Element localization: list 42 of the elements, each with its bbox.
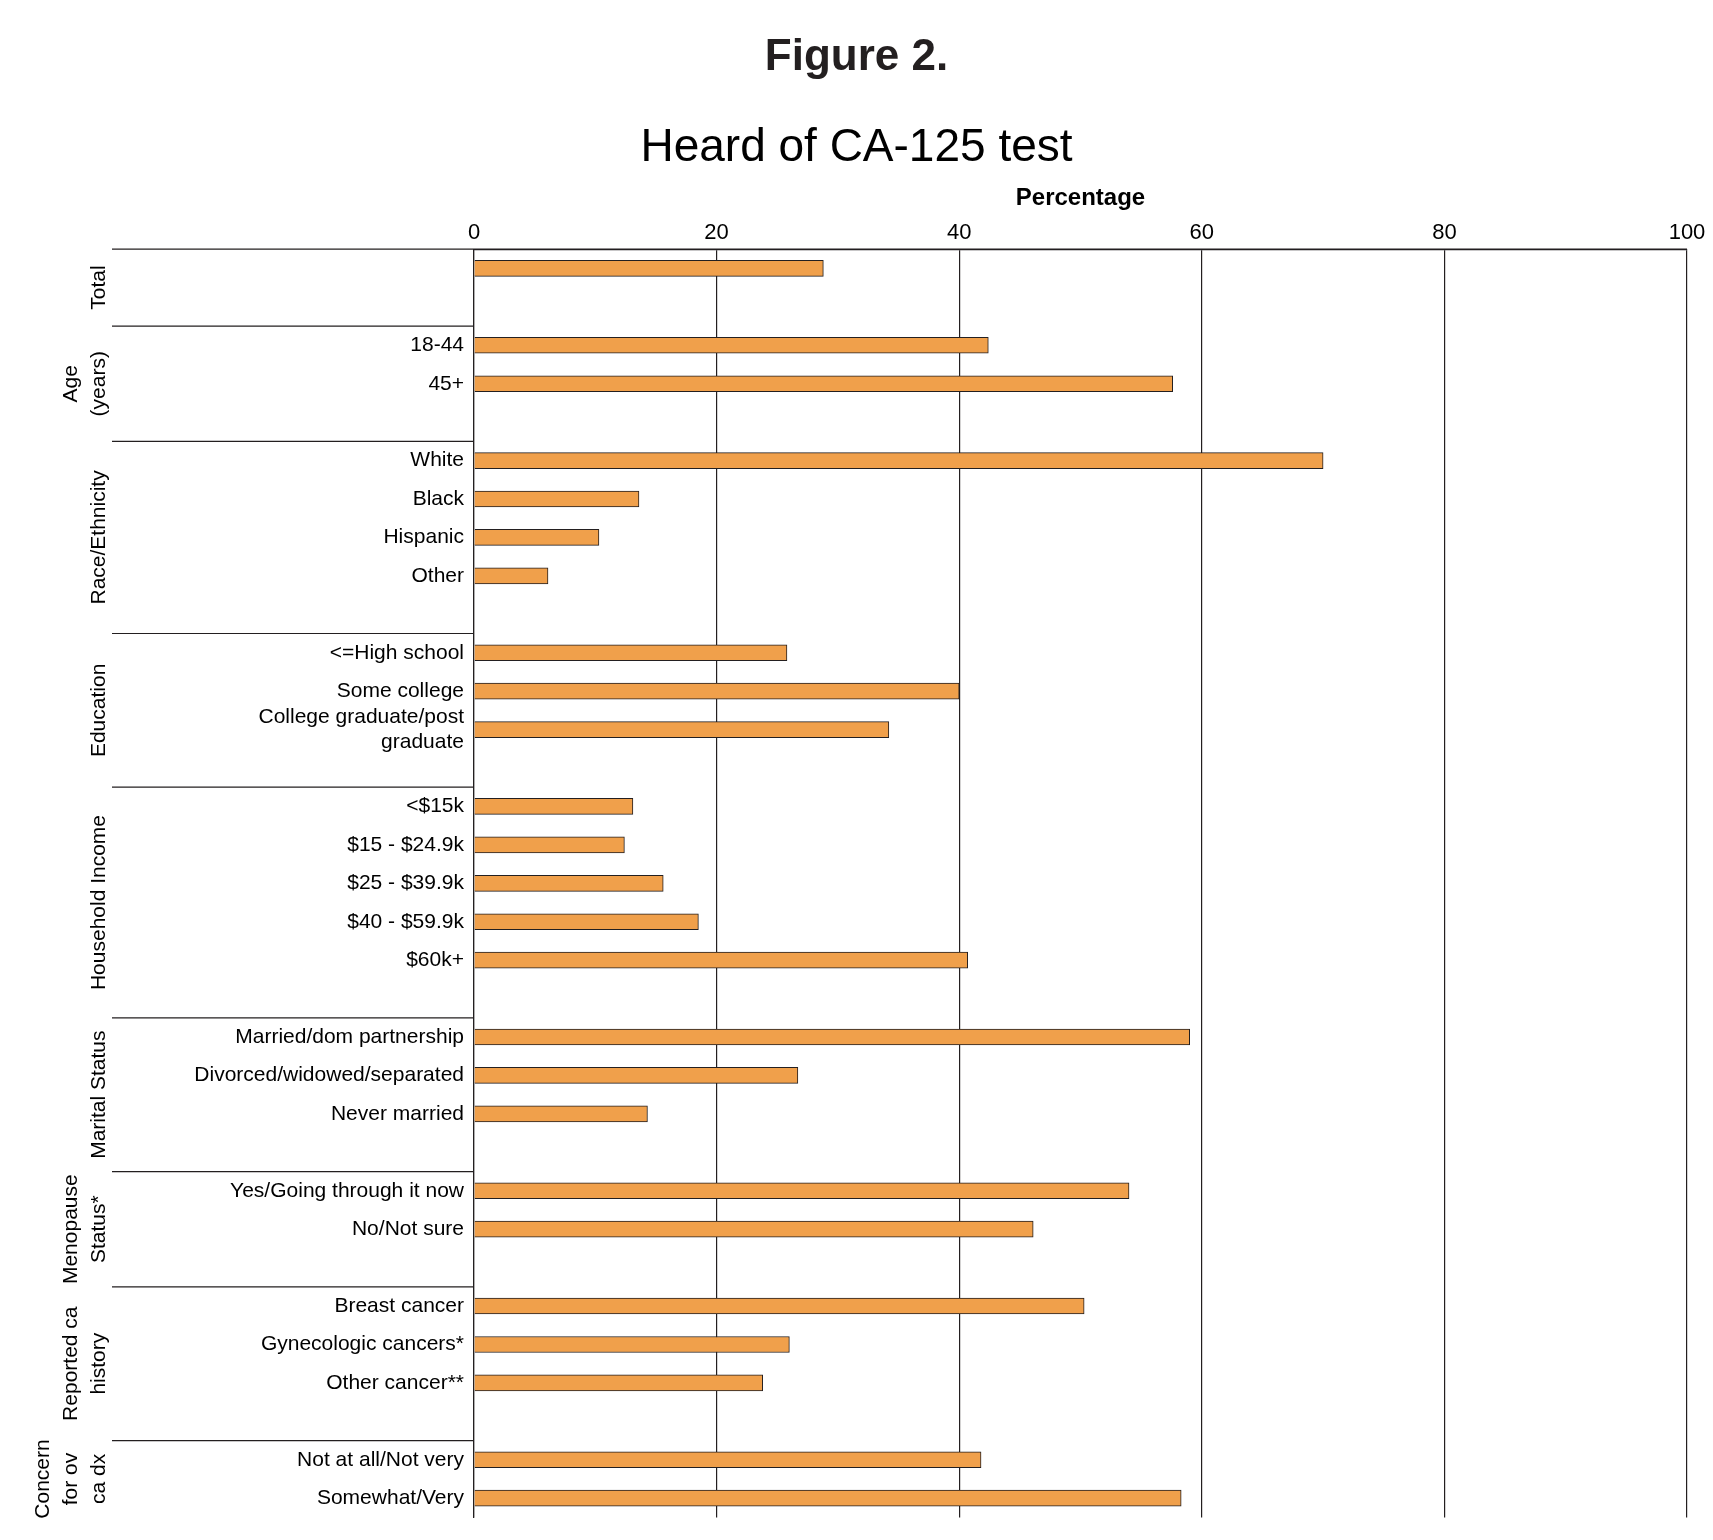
y-tick-label: 18-44 — [410, 332, 465, 356]
text: Age (years) — [57, 351, 109, 417]
text: Menopause Status* — [57, 1174, 109, 1285]
y-tick-label: Never married — [330, 1100, 464, 1124]
text: Reported ca history — [57, 1306, 109, 1421]
x-tick-label: 20 — [704, 219, 729, 245]
y-tick-label: <=High school — [329, 639, 464, 663]
x-tick-label: 40 — [946, 219, 972, 245]
y-tick-label: 45+ — [428, 370, 464, 394]
text: Marital Status — [85, 1030, 109, 1159]
y-tick-label: Some college — [336, 677, 464, 701]
y-tick-label: $25 - $39.9k — [347, 870, 465, 894]
x-tick-label: 0 — [467, 219, 481, 245]
y-tick-label: Other cancer** — [326, 1369, 464, 1393]
y-tick-label: Black — [412, 485, 465, 509]
y-tick-label: Gynecologic cancers* — [260, 1331, 464, 1355]
text: Education — [85, 663, 109, 758]
x-tick-label: 60 — [1189, 219, 1215, 245]
y-tick-label: Somewhat/Very — [316, 1484, 465, 1508]
text: Household Income — [85, 814, 109, 991]
x-tick-label: 100 — [1668, 219, 1706, 245]
y-tick-label: Hispanic — [383, 524, 464, 548]
y-tick-label: $60k+ — [406, 946, 464, 970]
y-tick-label: $15 - $24.9k — [347, 831, 465, 855]
y-tick-label: College graduate/post graduate — [258, 703, 465, 752]
y-tick-label: No/Not sure — [351, 1215, 464, 1239]
x-tick-label: 80 — [1432, 219, 1457, 245]
text: Race/Ethnicity — [85, 469, 109, 605]
y-tick-label: White — [410, 447, 464, 471]
y-tick-label: $40 - $59.9k — [347, 908, 465, 932]
y-tick-label: Married/dom partnership — [235, 1023, 464, 1047]
y-tick-label: Yes/Going through it now — [230, 1177, 465, 1201]
text: Total — [85, 265, 109, 310]
y-tick-label: Not at all/Not very — [297, 1446, 465, 1470]
x-axis-title: Percentage — [1015, 183, 1146, 211]
chart-title: Figure 2. — [763, 30, 950, 80]
chart-subtitle: Heard of CA-125 test — [639, 118, 1074, 172]
y-tick-label: Divorced/widowed/separated — [194, 1062, 464, 1086]
y-tick-label: Breast cancer — [334, 1292, 464, 1316]
y-tick-label: Other — [411, 562, 464, 586]
text: Concern for ov ca dx — [29, 1439, 109, 1519]
y-tick-label: <$15k — [406, 793, 465, 817]
